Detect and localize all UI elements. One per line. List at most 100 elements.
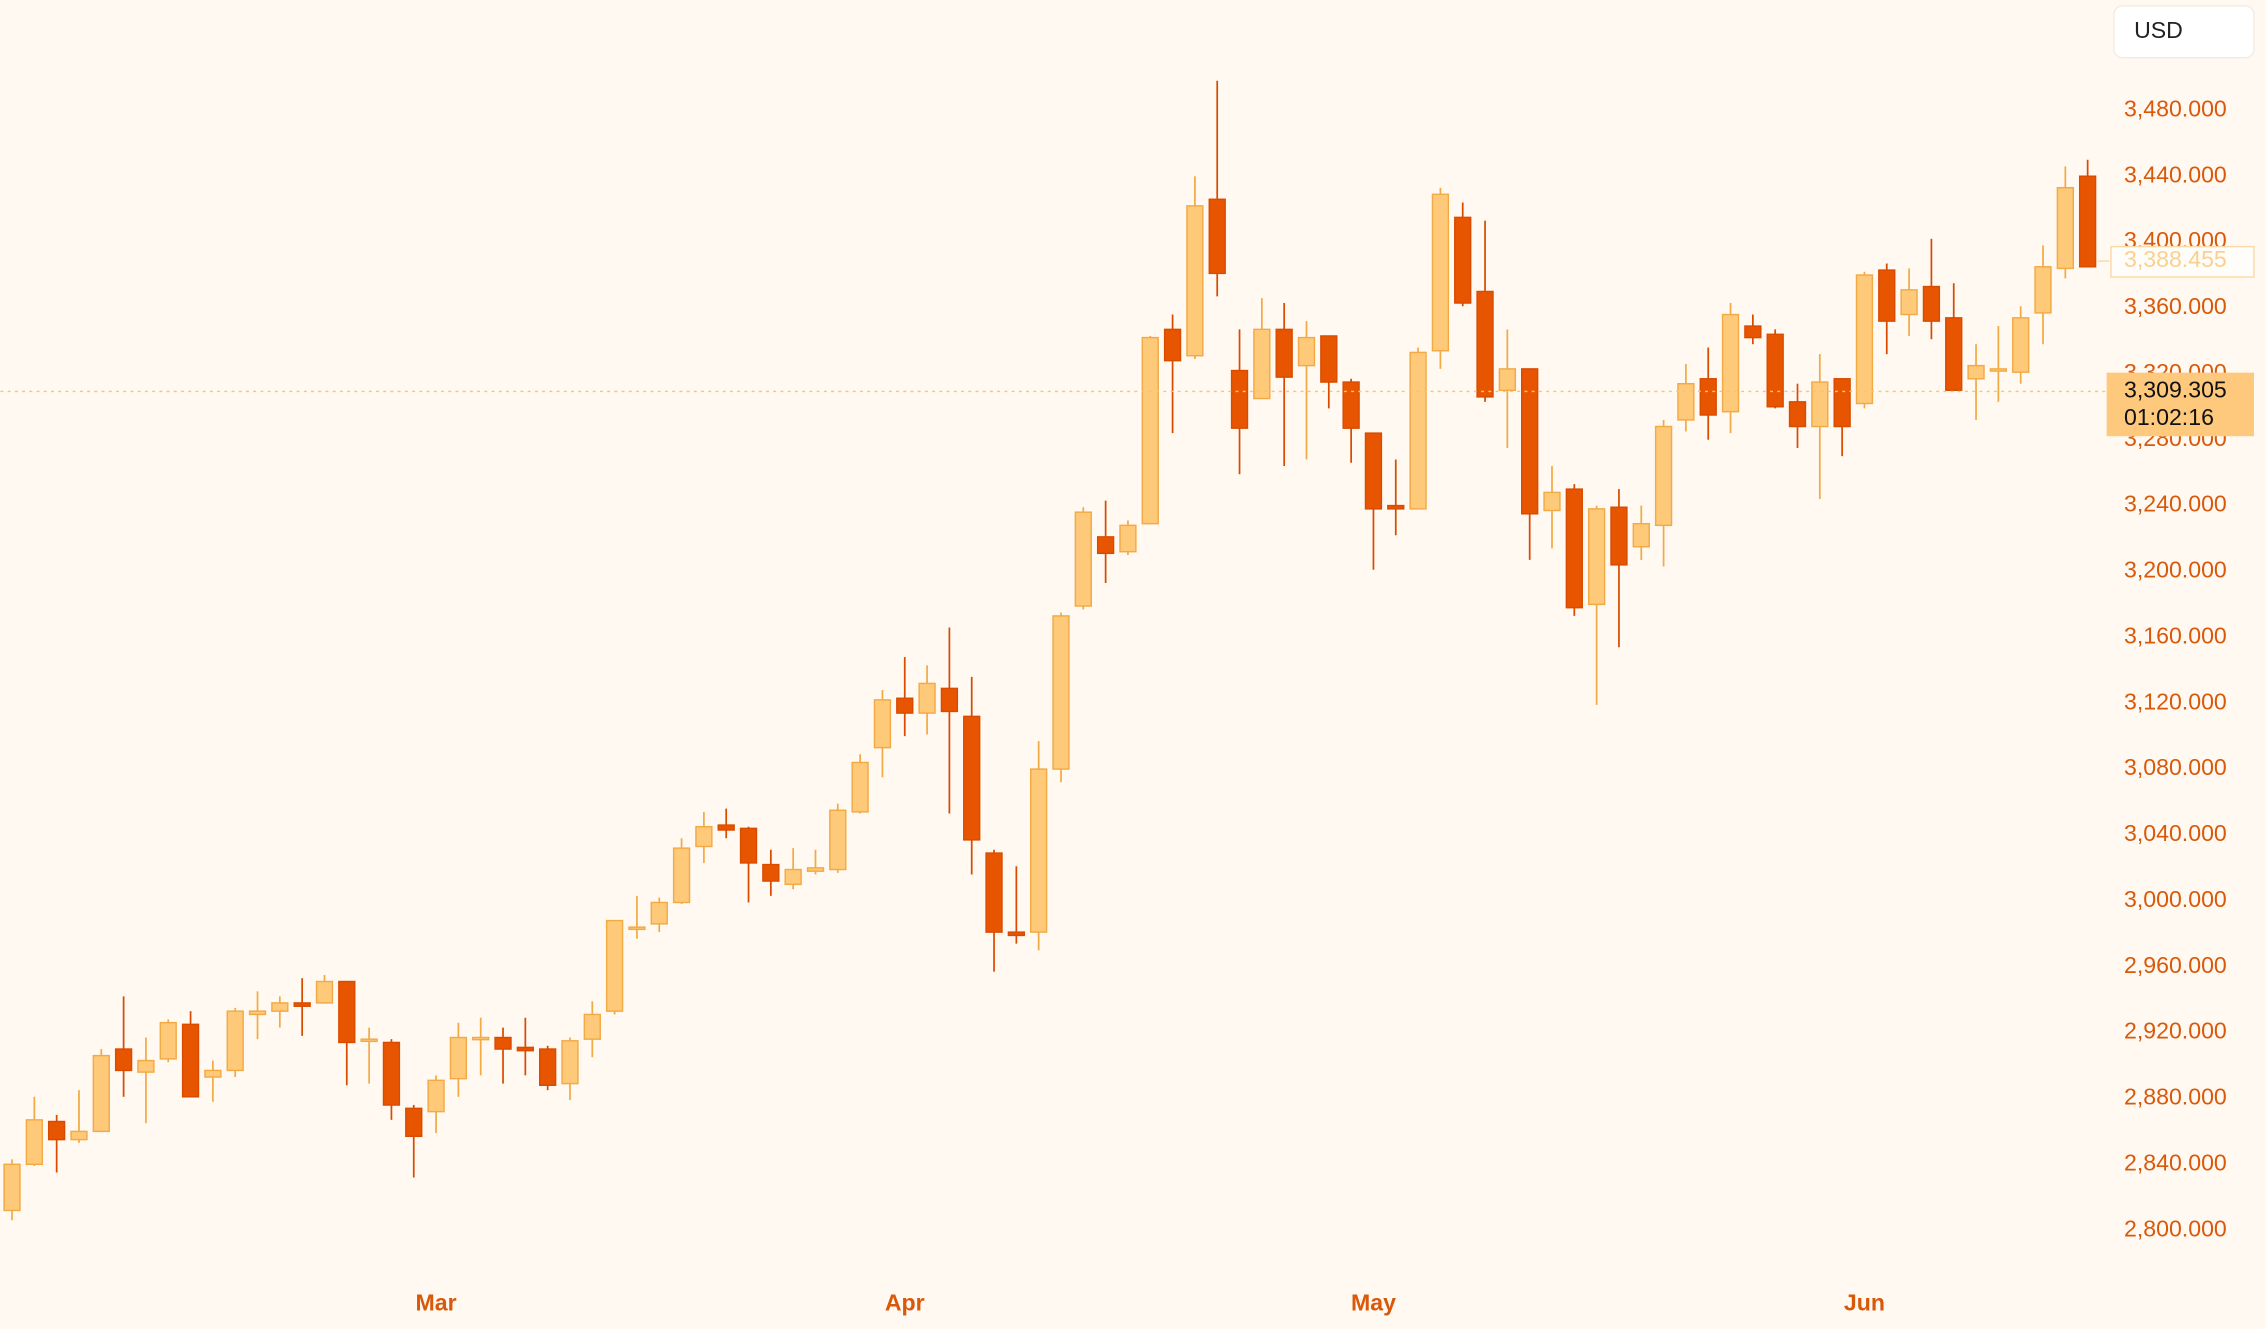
candle-body [1364,432,1383,510]
candle-body [583,1013,601,1040]
candle-body [1297,336,1316,367]
candle-body [1074,511,1092,607]
candle-body [940,687,959,713]
y-tick-label: 3,480.000 [2124,95,2227,121]
candle-body [851,761,869,813]
candle-body [1141,336,1159,525]
candle-body [695,825,713,848]
currency-label[interactable]: USD [2134,17,2183,43]
candle-body [1498,368,1517,392]
candle-body [338,980,356,1044]
candle-body [1989,368,2008,372]
candle-body [159,1021,177,1060]
candle-body [1431,193,1450,352]
candle-body [1007,931,1026,937]
candle-body [1654,425,1673,527]
candle-body [248,1010,267,1016]
x-tick-label: Jun [1844,1290,1885,1316]
x-tick-label: Apr [885,1290,925,1316]
candle-body [1052,615,1070,770]
candle-body [315,980,334,1004]
y-tick-label: 2,960.000 [2124,952,2227,978]
x-tick-label: Mar [416,1290,457,1316]
y-tick-label: 3,240.000 [2124,491,2227,517]
y-tick-label: 2,920.000 [2124,1018,2227,1044]
candle-body [449,1036,468,1080]
candle-body [561,1040,579,1085]
candle-body [1163,328,1182,362]
candle-body [2078,175,2097,268]
crosshair-price: 3,309.305 [2124,377,2227,403]
y-tick-label: 2,840.000 [2124,1149,2227,1175]
candle-body [1454,216,1472,304]
y-tick-label: 2,880.000 [2124,1084,2227,1110]
candle-body [538,1048,557,1086]
candle-body [2012,317,2030,373]
crosshair-countdown: 01:02:16 [2124,404,2214,430]
candle-body [1320,335,1338,383]
candle-body [739,827,758,864]
candle-body [70,1130,88,1141]
candle-body [1096,536,1115,555]
candle-body [1811,381,1829,428]
candle-body [985,852,1003,933]
candle-body [829,809,847,871]
y-tick-label: 3,360.000 [2124,293,2227,319]
candle-body [3,1163,21,1212]
candle-body [1208,198,1226,275]
candle-body [1922,285,1941,322]
candle-body [1967,364,1985,380]
candle-body [1610,506,1628,566]
candle-body [806,867,825,872]
candle-body [650,901,668,925]
y-tick-label: 3,160.000 [2124,622,2227,648]
candle-body [717,824,735,831]
candle-body [1721,313,1740,413]
candle-body [516,1046,535,1052]
candle-body [1119,524,1137,553]
candle-body [1744,325,1762,339]
candle-body [92,1054,110,1133]
candle-body [1766,333,1784,408]
y-tick-label: 2,800.000 [2124,1215,2227,1241]
candle-body [1476,290,1494,398]
x-tick-label: May [1351,1290,1396,1316]
currency-button[interactable] [2113,5,2255,59]
candle-body [137,1059,155,1073]
last-price-box [2110,245,2255,278]
candle-body [1587,508,1606,606]
candle-body [873,699,892,749]
y-tick-label: 3,440.000 [2124,161,2227,187]
candle-body [405,1107,423,1138]
y-tick-label: 3,120.000 [2124,688,2227,714]
candle-body [293,1002,311,1007]
candle-body [204,1069,222,1078]
candle-body [784,868,802,886]
candle-body [1342,381,1360,429]
y-tick-label: 3,040.000 [2124,820,2227,846]
candle-body [1253,328,1271,400]
candle-body [1699,378,1717,416]
candle-body [762,863,780,882]
candle-body [896,697,914,714]
candle-body [114,1048,133,1072]
candle-body [25,1119,44,1166]
last-price-label: 3,388.455 [2124,246,2227,272]
crosshair-box [2106,372,2254,437]
candle-body [1833,378,1851,428]
candle-body [963,715,981,841]
candle-body [918,682,936,714]
candle-body [271,1002,289,1012]
candle-body [1387,504,1405,510]
candle-body [1409,351,1427,510]
y-tick-label: 3,000.000 [2124,886,2227,912]
candle-body [382,1041,401,1106]
candle-body [47,1120,66,1141]
candle-body [2034,266,2052,314]
candle-body [1543,491,1561,512]
candle-body [1230,369,1249,429]
candle-body [226,1010,244,1072]
